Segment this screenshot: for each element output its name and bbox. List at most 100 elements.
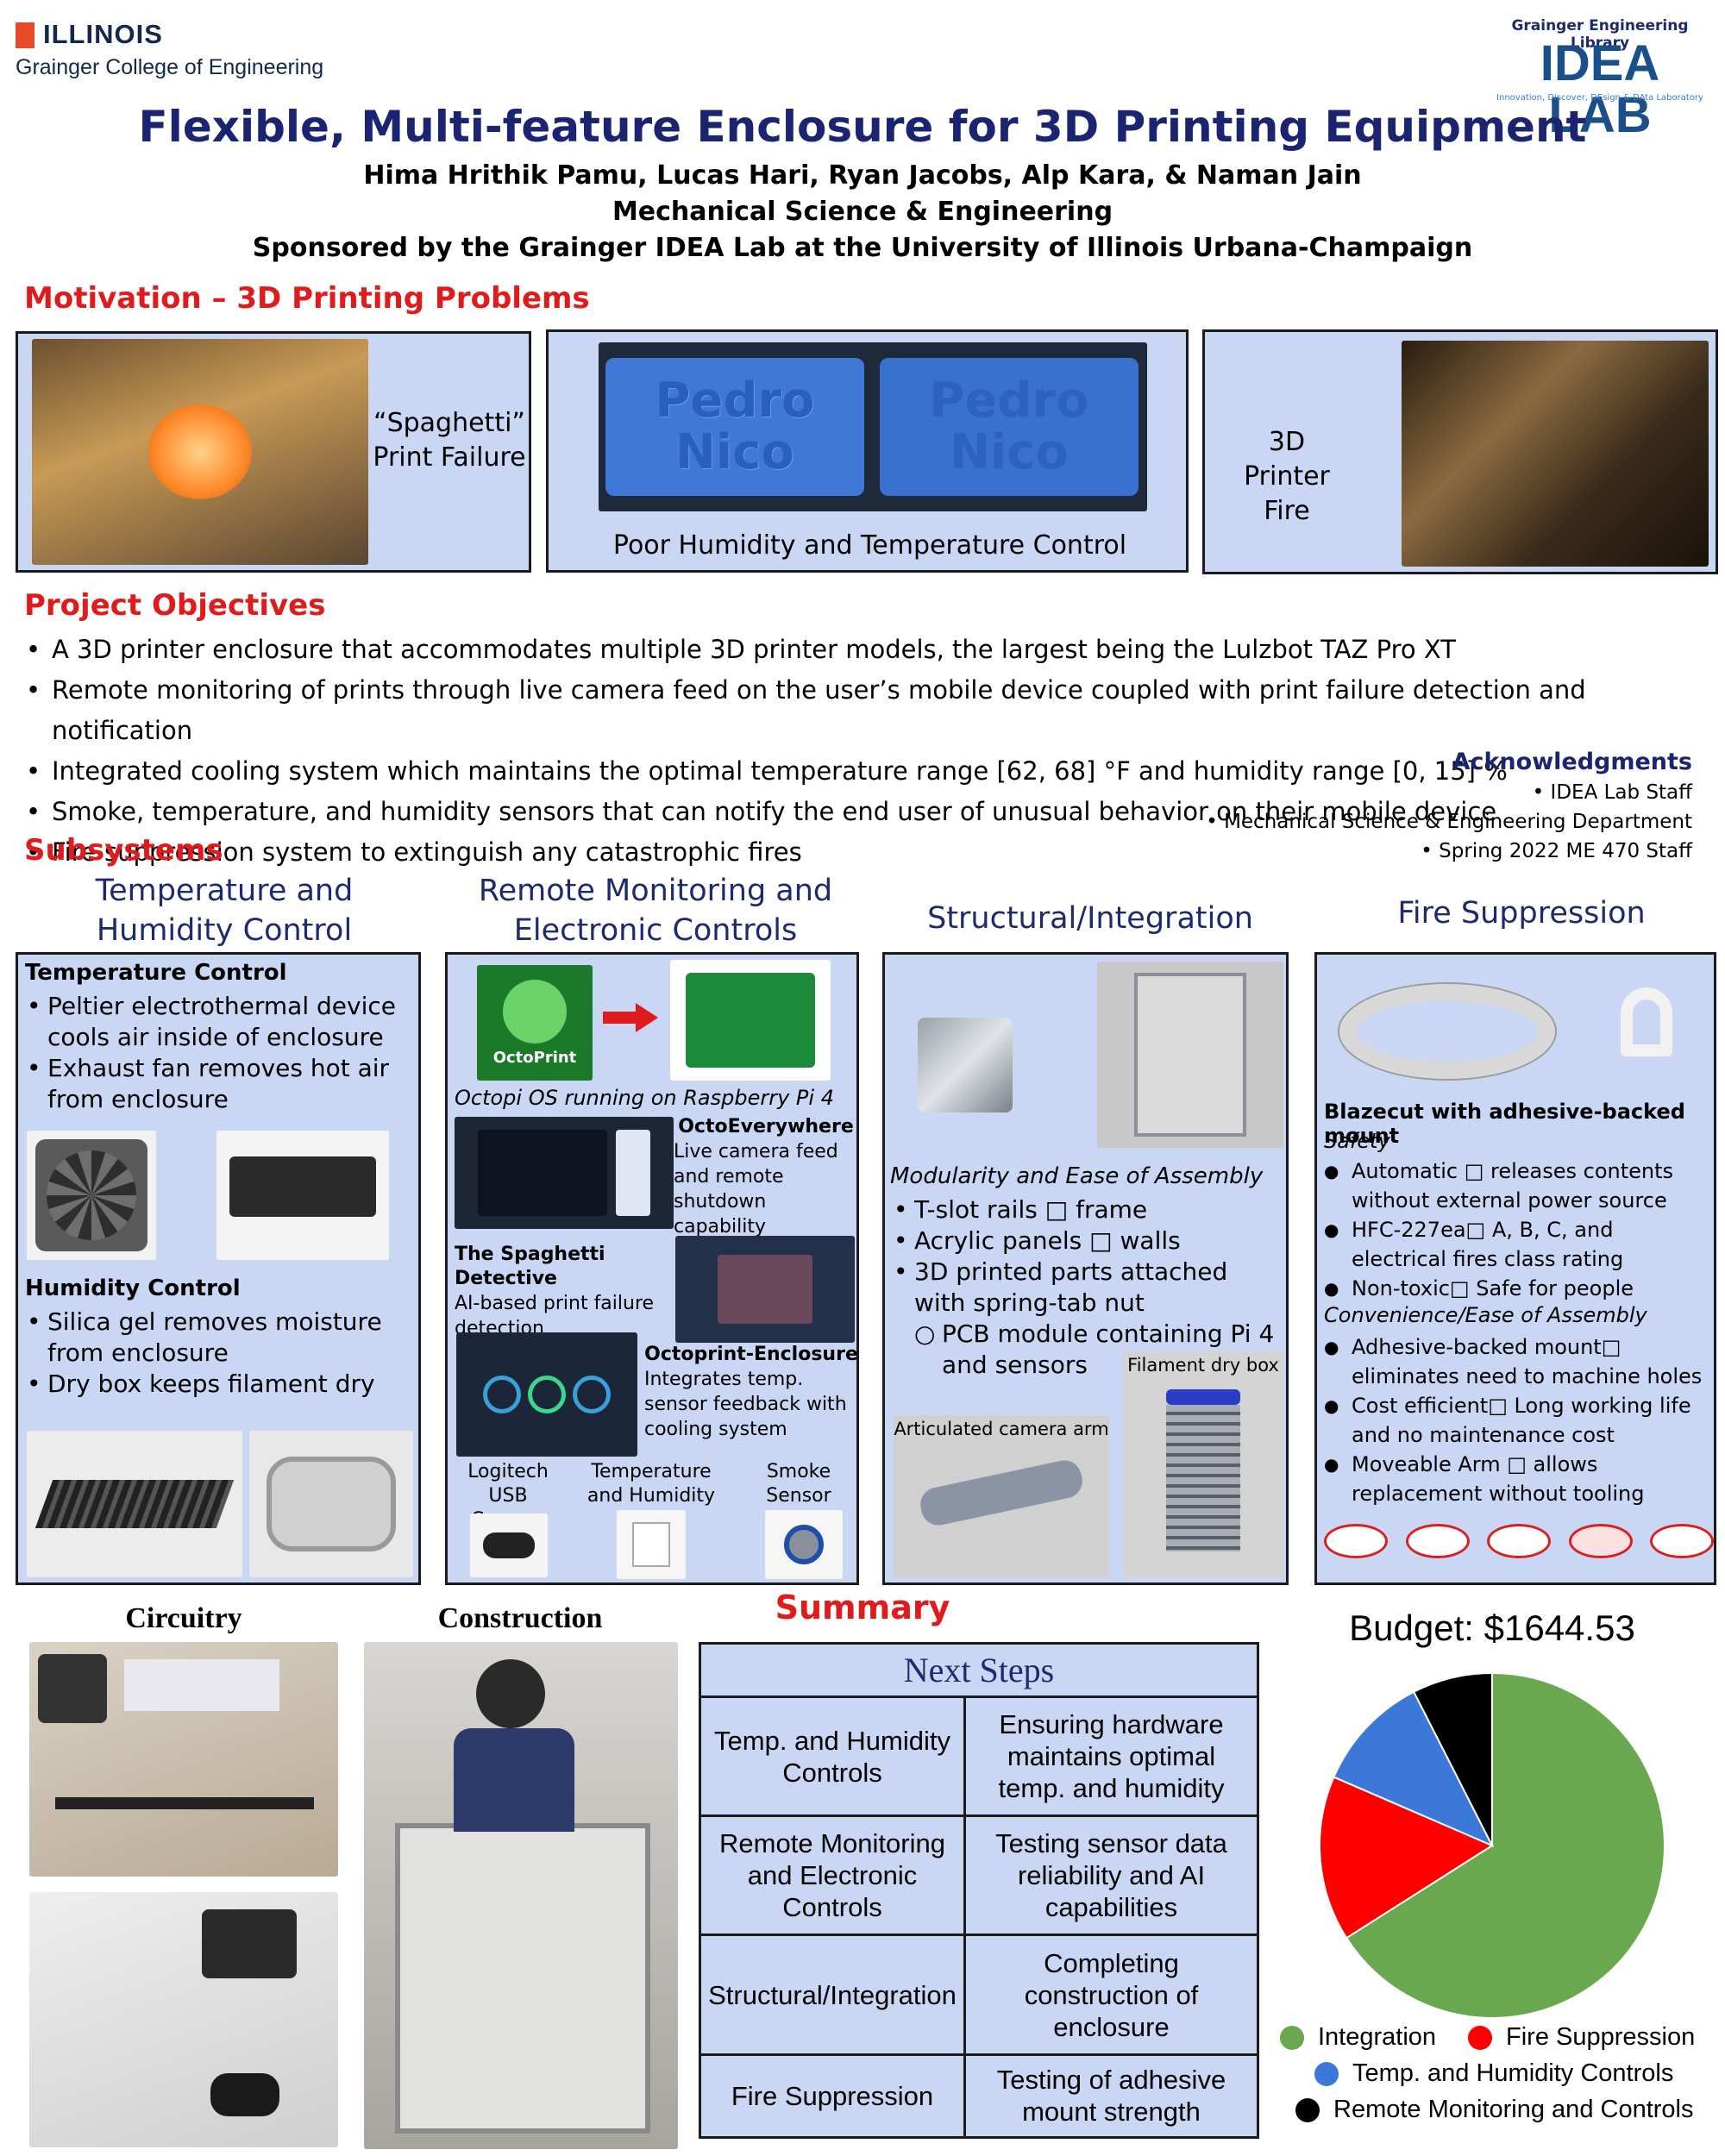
activation-sequence [1324, 1524, 1714, 1567]
flame-ring-icon [1405, 1524, 1470, 1558]
blazecut-tube-image [1322, 958, 1572, 1105]
lab-tagline: Innovation, Discover, DEsign & DAta Labo… [1496, 93, 1703, 103]
smoke-sensor-caption: Smoke Sensor [766, 1461, 831, 1507]
block-i-icon [16, 22, 34, 48]
octoeverywhere-title: OctoEverywhere [678, 1116, 854, 1138]
humidity-photo: Pedro Nico Pedro Nico [599, 342, 1147, 511]
legend-item: Fire Suppression [1468, 2023, 1695, 2052]
camera-arm-caption: Articulated camera arm [894, 1419, 1109, 1439]
spaghetti-detective-text: The Spaghetti Detective AI-based print f… [455, 1243, 670, 1341]
safety-heading: Safety [1324, 1129, 1390, 1153]
next-steps-subsystem: Temp. and Humidity Controls [699, 1695, 966, 1818]
gauge-icon [483, 1376, 521, 1413]
fire-photo [1402, 341, 1709, 567]
acknowledgment-item: • Spring 2022 ME 470 Staff [1421, 840, 1692, 862]
poster-title: Flexible, Multi-feature Enclosure for 3D… [138, 102, 1587, 152]
remote-monitoring-title: Remote Monitoring and Electronic Control… [478, 874, 833, 948]
budget-pie-chart [1319, 1671, 1665, 2019]
structural-sub-item: PCB module containing Pi 4 and sensors [888, 1319, 1285, 1381]
objectives-heading: Project Objectives [24, 588, 326, 623]
legend-swatch [1468, 2025, 1492, 2050]
flame-ring-icon [1487, 1524, 1551, 1558]
arrow-right-icon [603, 1012, 637, 1024]
fan-icon [35, 1139, 147, 1251]
legend-item: Remote Monitoring and Controls [1295, 2096, 1693, 2124]
fire-suppression-title: Fire Suppression [1397, 896, 1646, 931]
dry-box-image [249, 1431, 413, 1577]
humidity-control-heading: Humidity Control [25, 1275, 241, 1301]
acknowledgment-item: • Mechanical Science & Engineering Depar… [1206, 811, 1692, 833]
temp-humidity-title: Temperature and Humidity Control [95, 874, 354, 948]
temp-control-item: Exhaust fan removes hot air from enclosu… [22, 1053, 418, 1115]
structural-item: Acrylic panels □ walls [888, 1225, 1285, 1257]
spaghetti-panel: “Spaghetti” Print Failure [16, 331, 531, 573]
next-steps-task: Ensuring hardware maintains optimal temp… [963, 1695, 1259, 1818]
circuitry-heading: Circuitry [125, 1602, 242, 1634]
gauge-icon [528, 1376, 566, 1413]
octoprint-enclosure-title: Octoprint-Enclosure [644, 1344, 858, 1365]
spaghetti-detective-screenshot [675, 1236, 855, 1343]
temp-control-item: Peltier electrothermal device cools air … [22, 991, 418, 1053]
next-steps-table: Next Steps Temp. and Humidity Controls En… [699, 1642, 1259, 2140]
legend-label: Temp. and Humidity Controls [1352, 2059, 1674, 2087]
tube-ring-icon [1324, 1524, 1388, 1558]
octoeverywhere-screenshot [455, 1117, 674, 1229]
tag-text-pedro: Pedro [655, 373, 815, 429]
octoprint-enclosure-desc: Integrates temp. sensor feedback with co… [644, 1369, 847, 1440]
chart-title: Budget: $1644.53 [1349, 1608, 1635, 1648]
camera-arm-image: Articulated camera arm [894, 1415, 1109, 1577]
idea-lab-logo: Grainger Engineering Library IDEA LAB In… [1484, 17, 1716, 141]
convenience-item: Cost efficient□ Long working life and no… [1324, 1391, 1714, 1450]
pie-slice-integration [1345, 1671, 1665, 2019]
pie-slice-temp-humidity [1333, 1690, 1495, 1848]
octoprint-logo: OctoPrint [477, 965, 593, 1081]
legend-item: Integration [1280, 2023, 1436, 2052]
temp-control-list: Peltier electrothermal device cools air … [22, 991, 418, 1115]
legend-label: Fire Suppression [1506, 2023, 1696, 2051]
flame-ring-icon [1568, 1524, 1633, 1558]
acknowledgments-heading: Acknowledgments [1452, 749, 1692, 775]
objective-item: Fire suppression system to extinguish an… [24, 832, 1715, 873]
modularity-heading: Modularity and Ease of Assembly [890, 1163, 1264, 1189]
octoprint-logo-text: OctoPrint [492, 1048, 577, 1067]
next-steps-heading: Next Steps [699, 1642, 1259, 1698]
temp-humidity-panel: Temperature Control Peltier electrotherm… [16, 952, 421, 1585]
next-steps-subsystem: Structural/Integration [699, 1934, 966, 2056]
legend-label: Remote Monitoring and Controls [1333, 2096, 1694, 2123]
structural-list: T-slot rails □ frame Acrylic panels □ wa… [888, 1194, 1285, 1381]
objective-item: Smoke, temperature, and humidity sensors… [24, 792, 1715, 832]
legend-swatch [1314, 2061, 1339, 2086]
safety-item: Non-toxic□ Safe for people [1324, 1274, 1714, 1303]
arrow-head-icon [636, 1003, 658, 1032]
peltier-cooler-image [216, 1131, 389, 1260]
octoeverywhere-desc: Live camera feed and remote shutdown cap… [674, 1141, 838, 1238]
blazecut-heading: Blazecut with adhesive-backed mount [1324, 1100, 1685, 1148]
next-steps-subsystem: Fire Suppression [699, 2053, 966, 2140]
smoke-sensor-image [765, 1510, 843, 1579]
legend-item: Temp. and Humidity Controls [1314, 2059, 1673, 2088]
acknowledgment-item: • IDEA Lab Staff [1532, 781, 1692, 804]
tag-text-pedro: Pedro [929, 373, 1089, 429]
safety-item: HFC-227ea□ A, B, C, and electrical fires… [1324, 1215, 1714, 1274]
tag-text-nico: Nico [675, 424, 794, 480]
safety-list: Automatic □ releases contents without ex… [1324, 1156, 1714, 1303]
objectives-list: A 3D printer enclosure that accommodates… [24, 630, 1715, 873]
humidity-control-item: Dry box keeps filament dry [22, 1369, 418, 1400]
lab-name: IDEA LAB [1540, 35, 1660, 143]
adhesive-mount-image [1603, 970, 1690, 1074]
octopi-caption: Octopi OS running on Raspberry Pi 4 [455, 1086, 834, 1110]
pie-slice-fire-suppression [1319, 1776, 1495, 1940]
legend-swatch [1280, 2025, 1304, 2050]
next-steps-task: Testing of adhesive mount strength [963, 2053, 1259, 2140]
college-name: Grainger College of Engineering [16, 55, 324, 79]
raspberry-pi-image [670, 960, 831, 1081]
octoprint-enclosure-screenshot [456, 1332, 637, 1457]
t-slot-parts-image [900, 962, 1030, 1169]
fire-suppression-panel: Blazecut with adhesive-backed mount Safe… [1314, 952, 1716, 1585]
next-steps-task: Testing sensor data reliability and AI c… [963, 1814, 1259, 1937]
octoprint-enclosure-text: Octoprint-Enclosure Integrates temp. sen… [644, 1343, 858, 1442]
octopus-icon [503, 979, 567, 1044]
spaghetti-caption: “Spaghetti” Print Failure [373, 408, 526, 473]
octoeverywhere-text: OctoEverywhere Live camera feed and remo… [674, 1115, 858, 1239]
sponsor: Sponsored by the Grainger IDEA Lab at th… [252, 233, 1473, 263]
